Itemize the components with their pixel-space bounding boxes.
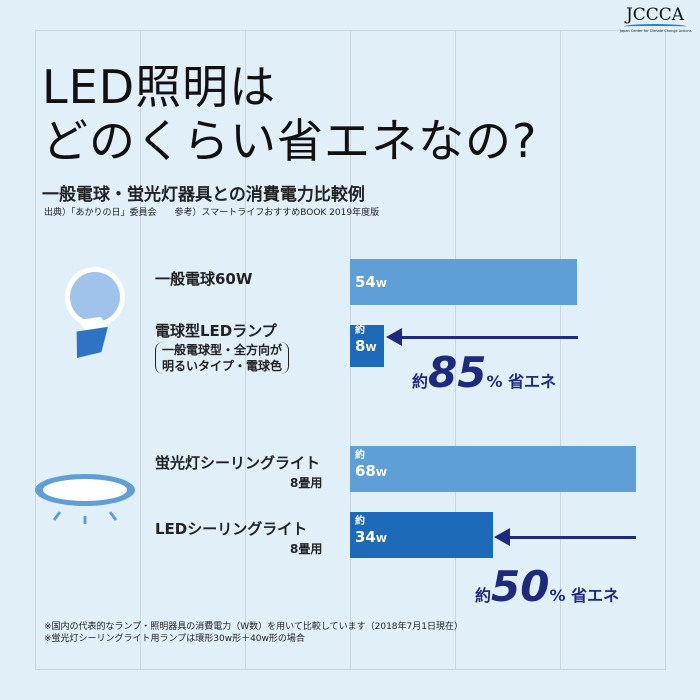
logo-arc bbox=[624, 24, 686, 29]
title-line: LED照明は bbox=[42, 60, 277, 114]
item-label: 蛍光灯シーリングライト bbox=[155, 454, 321, 472]
grid-line bbox=[455, 30, 456, 670]
grid-line bbox=[35, 30, 36, 670]
grid-line bbox=[35, 30, 665, 31]
grid-line bbox=[140, 30, 141, 670]
grid-line bbox=[35, 669, 665, 670]
bar-fluorescent: 約 68W bbox=[350, 446, 636, 492]
item-label: LEDシーリングライト bbox=[155, 520, 308, 538]
source: 出典）「あかりの日」委員会 参考）スマートライフおすすめBOOK 2019年度版 bbox=[44, 208, 380, 218]
savings-85: 約85% 省エネ bbox=[412, 348, 557, 397]
savings-50: 約50% 省エネ bbox=[475, 562, 620, 611]
grid-line bbox=[560, 30, 561, 670]
logo-text: JCCCA bbox=[625, 5, 685, 25]
footnote: ※国内の代表的なランプ・照明器具の消費電力（W数）を用いて比較しています（201… bbox=[44, 622, 463, 632]
item-label: 電球型LEDランプ bbox=[155, 322, 277, 340]
logo: JCCCA Japan Center for Climate Change Ac… bbox=[620, 5, 692, 33]
subtitle: 一般電球・蛍光灯器具との消費電力比較例 bbox=[42, 185, 365, 205]
ceiling-light-icon bbox=[35, 474, 135, 524]
grid-line bbox=[245, 30, 246, 670]
bar-incandescent: 54W bbox=[350, 259, 577, 305]
logo-tagline: Japan Center for Climate Change Actions bbox=[620, 29, 692, 33]
item-detail: 一般電球型・全方向が 明るいタイプ・電球色 bbox=[155, 342, 290, 374]
light-bulb-icon bbox=[65, 267, 125, 358]
item-detail: 8畳用 bbox=[290, 476, 323, 490]
grid-line bbox=[665, 30, 666, 670]
item-detail: 8畳用 bbox=[290, 542, 323, 556]
bar-led-ceiling: 約 34W bbox=[350, 512, 493, 558]
arrow-left-icon bbox=[386, 328, 578, 346]
arrow-left-icon bbox=[494, 528, 636, 546]
footnote: ※蛍光灯シーリングライト用ランプは環形30w形＋40w形の場合 bbox=[44, 634, 305, 644]
bar-led-bulb: 約 8W bbox=[350, 325, 384, 367]
title-line: どのくらい省エネなの? bbox=[42, 114, 538, 168]
item-label: 一般電球60W bbox=[155, 270, 253, 288]
detail-line: 明るいタイプ・電球色 bbox=[162, 359, 283, 373]
detail-line: 一般電球型・全方向が bbox=[162, 343, 283, 357]
page-title: LED照明は どのくらい省エネなの? bbox=[42, 60, 537, 168]
